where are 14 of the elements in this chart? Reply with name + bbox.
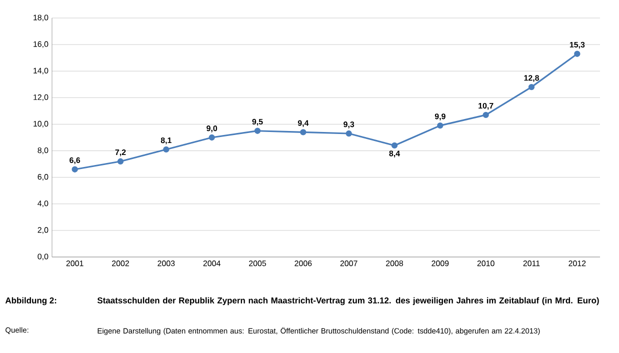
point [391,142,398,149]
point [254,128,261,134]
text: Abbildung 2: [5,297,56,306]
point [300,129,306,136]
point [346,130,352,137]
point [437,122,444,129]
text: Staatsschulden der Republik Zypern nach Maastricht-Vertrag zum 31.12. des jeweiligen Jahres im Zeitablauf (in Mrd. Euro) [97,297,599,306]
point [117,158,124,164]
point [574,50,580,57]
point [482,112,489,118]
point [208,134,215,141]
point [72,166,78,172]
point [528,84,535,90]
point [163,146,170,153]
